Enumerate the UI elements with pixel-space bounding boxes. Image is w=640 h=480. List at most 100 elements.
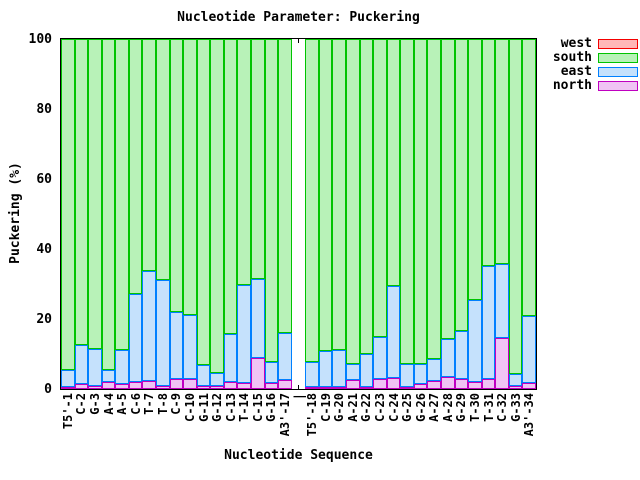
bar-segment-east [128, 294, 143, 382]
bar-segment-east [237, 285, 251, 383]
bar-segment-east [74, 344, 89, 385]
bar [210, 39, 224, 389]
x-tick-label: G-26 [413, 393, 428, 422]
x-tick-label: C-32 [495, 393, 510, 422]
y-tick-label: 0 [44, 381, 52, 397]
x-tick-label: G-11 [196, 393, 211, 422]
bar-segment-south [468, 39, 482, 300]
bar-segment-east [359, 354, 374, 387]
x-tick-label: G-16 [264, 393, 279, 422]
bar-segment-north [318, 386, 333, 389]
bar-segment-east [156, 280, 170, 387]
legend-item-label: south [552, 50, 592, 65]
x-tick-label: G-12 [210, 393, 225, 422]
legend-item-label: east [560, 64, 592, 79]
bar-segment-east [346, 364, 360, 380]
legend-row: north [538, 79, 638, 92]
bar-segment-north [481, 378, 496, 389]
y-tick [530, 38, 536, 40]
legend-swatch [598, 66, 638, 77]
bar-segment-north [359, 386, 374, 389]
bar [251, 39, 265, 389]
bar-segment-south [508, 39, 523, 374]
x-tick-label: C-9 [169, 393, 184, 415]
bar-segment-south [169, 39, 184, 312]
bar [278, 39, 292, 389]
legend-row: south [538, 51, 638, 64]
bar-segment-north [454, 379, 469, 389]
bar-segment-north [88, 385, 102, 389]
x-tick-label: C-24 [386, 393, 401, 422]
x-tick-label: T-7 [142, 393, 157, 415]
chart-title: Nucleotide Parameter: Puckering [177, 10, 420, 25]
bar-segment-north [156, 386, 170, 389]
bar-segment-north [251, 357, 265, 389]
bar-segment-north [522, 383, 536, 389]
bar [264, 39, 279, 389]
bar-segment-east [196, 364, 211, 386]
bar-segment-south [74, 39, 89, 345]
x-tick-label: | [291, 393, 306, 401]
x-tick-label: A-4 [101, 393, 116, 415]
bar-segment-south [210, 39, 224, 373]
legend-swatch [598, 52, 638, 63]
bar [156, 39, 170, 389]
y-tick-label: 100 [28, 31, 52, 47]
bar-segment-north [128, 381, 143, 389]
x-tick-label: G-33 [508, 393, 523, 422]
x-tick-label: G-29 [454, 393, 469, 422]
bar-segment-south [386, 39, 401, 286]
bar-segment-north [468, 382, 482, 389]
bar [495, 39, 509, 389]
y-tick [61, 388, 67, 390]
x-tick-label: A-21 [345, 393, 360, 422]
x-tick-label: A3'-17 [277, 393, 292, 437]
bar-segment-north [196, 385, 211, 389]
bar-segment-east [115, 350, 129, 384]
x-tick-label: C-19 [318, 393, 333, 422]
x-tick-label: G-25 [400, 393, 415, 422]
bar-segment-east [495, 263, 509, 339]
bar-segment-south [522, 39, 536, 316]
bar-segment-north [332, 387, 346, 389]
x-tick-label: G-20 [332, 393, 347, 422]
bar-segment-north [169, 378, 184, 389]
bar-segment-south [251, 39, 265, 280]
bar-segment-north [183, 378, 197, 389]
bar-segment-north [386, 377, 401, 389]
bar-segment-north [237, 382, 251, 389]
x-tick-label: T-31 [481, 393, 496, 422]
bar [522, 39, 536, 389]
legend-swatch [598, 80, 638, 91]
bar-segment-north [142, 380, 156, 389]
bar-segment-north [61, 386, 75, 389]
x-tick-label: C-6 [128, 393, 143, 415]
bar-segment-south [88, 39, 102, 349]
bar-segment-east [508, 373, 523, 386]
bar-segment-east [427, 358, 441, 381]
bar [386, 39, 401, 389]
bar [142, 39, 156, 389]
bar [413, 39, 428, 389]
bar-segment-north [346, 379, 360, 389]
bar-segment-east [441, 339, 455, 378]
y-axis-label: Puckering (%) [8, 162, 23, 264]
x-tick-label: C-13 [223, 393, 238, 422]
bar-segment-north [427, 380, 441, 389]
bar-segment-south [400, 39, 414, 364]
x-tick-label: A-5 [115, 393, 130, 415]
bar-segment-north [495, 338, 509, 389]
x-axis-label: Nucleotide Sequence [224, 448, 373, 463]
bar-segment-east [210, 372, 224, 387]
bar-segment-south [359, 39, 374, 354]
legend-item-label: west [560, 36, 592, 51]
bar [427, 39, 441, 389]
bar-segment-east [264, 362, 279, 384]
bar-segment-south [413, 39, 428, 365]
bar-segment-north [223, 382, 238, 389]
legend-item-label: north [552, 78, 592, 93]
x-tick-label: T5'-1 [60, 393, 75, 430]
x-tick-label: C-10 [182, 393, 197, 422]
bar-segment-east [183, 315, 197, 379]
